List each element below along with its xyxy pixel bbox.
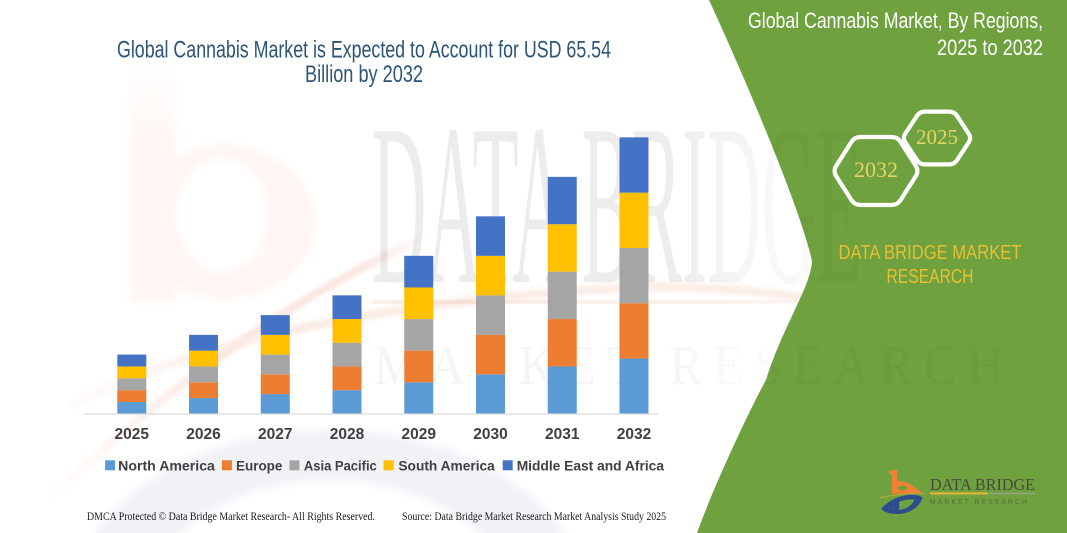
svg-text:2025: 2025 bbox=[115, 426, 150, 443]
svg-text:2032: 2032 bbox=[617, 426, 651, 443]
svg-text:DATA BRIDGE MARKET: DATA BRIDGE MARKET bbox=[839, 241, 1022, 264]
svg-text:2031: 2031 bbox=[545, 426, 580, 443]
svg-text:DMCA Protected © Data Bridge M: DMCA Protected © Data Bridge Market Rese… bbox=[87, 509, 375, 523]
svg-text:2032: 2032 bbox=[854, 157, 898, 182]
svg-text:2025: 2025 bbox=[916, 125, 958, 149]
svg-text:2026: 2026 bbox=[186, 426, 221, 443]
svg-text:MARKET RESEARCH: MARKET RESEARCH bbox=[930, 497, 1029, 506]
svg-text:RESEARCH: RESEARCH bbox=[887, 265, 974, 288]
svg-text:North America: North America bbox=[118, 458, 215, 474]
svg-text:2027: 2027 bbox=[258, 426, 292, 443]
svg-text:Billion by 2032: Billion by 2032 bbox=[305, 61, 423, 88]
svg-text:DATA BRIDGE: DATA BRIDGE bbox=[930, 475, 1035, 494]
svg-text:2029: 2029 bbox=[402, 426, 437, 443]
svg-text:Global Cannabis Market is Expe: Global Cannabis Market is Expected to Ac… bbox=[117, 37, 611, 64]
svg-text:Source: Data Bridge Market Res: Source: Data Bridge Market Research Mark… bbox=[402, 509, 666, 523]
svg-text:2025 to 2032: 2025 to 2032 bbox=[937, 35, 1043, 60]
svg-text:Middle East and Africa: Middle East and Africa bbox=[517, 458, 665, 474]
svg-text:Global Cannabis Market, By Reg: Global Cannabis Market, By Regions, bbox=[748, 8, 1043, 33]
svg-text:Asia Pacific: Asia Pacific bbox=[304, 458, 377, 474]
svg-text:South America: South America bbox=[398, 458, 495, 474]
svg-text:2028: 2028 bbox=[330, 426, 365, 443]
svg-text:Europe: Europe bbox=[236, 458, 283, 474]
svg-text:2030: 2030 bbox=[473, 426, 507, 443]
